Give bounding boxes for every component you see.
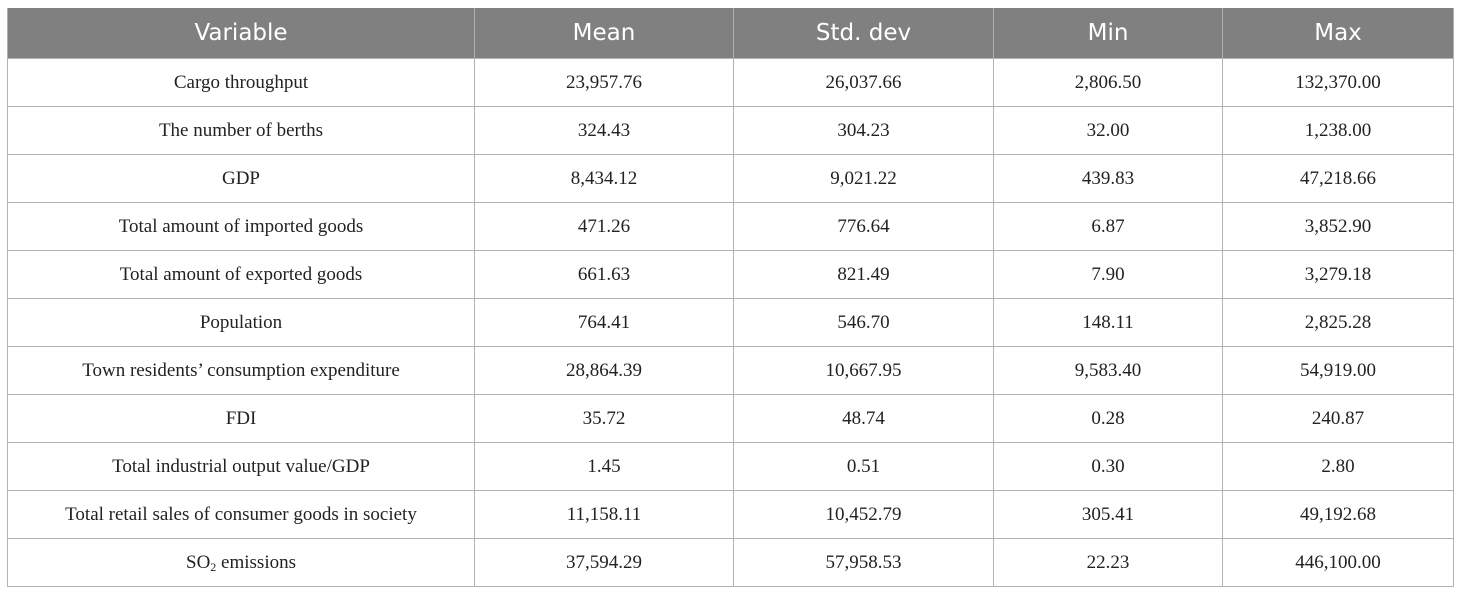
cell-mean: 11,158.11 <box>474 490 734 539</box>
cell-mean: 764.41 <box>474 298 734 347</box>
header-variable: Variable <box>7 8 475 59</box>
table-row: SO2 emissions 37,594.29 57,958.53 22.23 … <box>7 538 1454 587</box>
cell-max: 240.87 <box>1222 394 1454 443</box>
cell-variable: The number of berths <box>7 106 475 155</box>
cell-mean: 23,957.76 <box>474 58 734 107</box>
cell-variable: Total amount of exported goods <box>7 250 475 299</box>
header-min: Min <box>993 8 1223 59</box>
table-row: Population 764.41 546.70 148.11 2,825.28 <box>7 298 1454 347</box>
table-row: Total amount of imported goods 471.26 77… <box>7 202 1454 251</box>
cell-std-dev: 9,021.22 <box>733 154 994 203</box>
table-row: FDI 35.72 48.74 0.28 240.87 <box>7 394 1454 443</box>
table-header: Variable Mean Std. dev Min Max <box>7 8 1454 59</box>
cell-std-dev: 10,667.95 <box>733 346 994 395</box>
table-row: Total amount of exported goods 661.63 82… <box>7 250 1454 299</box>
cell-max: 49,192.68 <box>1222 490 1454 539</box>
cell-mean: 471.26 <box>474 202 734 251</box>
cell-max: 132,370.00 <box>1222 58 1454 107</box>
cell-std-dev: 776.64 <box>733 202 994 251</box>
table-row: Total retail sales of consumer goods in … <box>7 490 1454 539</box>
cell-std-dev: 57,958.53 <box>733 538 994 587</box>
cell-min: 7.90 <box>993 250 1223 299</box>
cell-variable: Cargo throughput <box>7 58 475 107</box>
cell-std-dev: 26,037.66 <box>733 58 994 107</box>
cell-min: 22.23 <box>993 538 1223 587</box>
cell-std-dev: 546.70 <box>733 298 994 347</box>
cell-mean: 37,594.29 <box>474 538 734 587</box>
variable-suffix: emissions <box>216 551 296 573</box>
cell-min: 32.00 <box>993 106 1223 155</box>
cell-max: 446,100.00 <box>1222 538 1454 587</box>
cell-mean: 1.45 <box>474 442 734 491</box>
cell-max: 47,218.66 <box>1222 154 1454 203</box>
cell-mean: 8,434.12 <box>474 154 734 203</box>
cell-min: 6.87 <box>993 202 1223 251</box>
cell-variable: FDI <box>7 394 475 443</box>
table-row: Town residents’ consumption expenditure … <box>7 346 1454 395</box>
cell-std-dev: 0.51 <box>733 442 994 491</box>
cell-variable: Population <box>7 298 475 347</box>
cell-variable: SO2 emissions <box>7 538 475 587</box>
cell-max: 3,279.18 <box>1222 250 1454 299</box>
cell-min: 9,583.40 <box>993 346 1223 395</box>
cell-std-dev: 304.23 <box>733 106 994 155</box>
cell-min: 0.30 <box>993 442 1223 491</box>
header-max: Max <box>1222 8 1454 59</box>
table-body: Cargo throughput 23,957.76 26,037.66 2,8… <box>7 58 1454 587</box>
cell-variable: Town residents’ consumption expenditure <box>7 346 475 395</box>
cell-min: 148.11 <box>993 298 1223 347</box>
cell-mean: 28,864.39 <box>474 346 734 395</box>
cell-max: 1,238.00 <box>1222 106 1454 155</box>
descriptive-statistics-table: Variable Mean Std. dev Min Max Cargo thr… <box>7 8 1454 587</box>
header-std-dev: Std. dev <box>733 8 994 59</box>
cell-std-dev: 48.74 <box>733 394 994 443</box>
cell-mean: 35.72 <box>474 394 734 443</box>
variable-subscript: 2 <box>210 559 217 574</box>
cell-min: 439.83 <box>993 154 1223 203</box>
cell-std-dev: 10,452.79 <box>733 490 994 539</box>
cell-min: 305.41 <box>993 490 1223 539</box>
table-row: The number of berths 324.43 304.23 32.00… <box>7 106 1454 155</box>
cell-max: 3,852.90 <box>1222 202 1454 251</box>
cell-variable: Total industrial output value/GDP <box>7 442 475 491</box>
cell-min: 0.28 <box>993 394 1223 443</box>
header-mean: Mean <box>474 8 734 59</box>
header-row: Variable Mean Std. dev Min Max <box>7 8 1454 59</box>
table-row: Total industrial output value/GDP 1.45 0… <box>7 442 1454 491</box>
cell-mean: 324.43 <box>474 106 734 155</box>
cell-variable: Total amount of imported goods <box>7 202 475 251</box>
cell-max: 2.80 <box>1222 442 1454 491</box>
cell-variable: GDP <box>7 154 475 203</box>
cell-variable: Total retail sales of consumer goods in … <box>7 490 475 539</box>
cell-min: 2,806.50 <box>993 58 1223 107</box>
table-row: Cargo throughput 23,957.76 26,037.66 2,8… <box>7 58 1454 107</box>
cell-max: 54,919.00 <box>1222 346 1454 395</box>
cell-mean: 661.63 <box>474 250 734 299</box>
cell-max: 2,825.28 <box>1222 298 1454 347</box>
cell-std-dev: 821.49 <box>733 250 994 299</box>
table-row: GDP 8,434.12 9,021.22 439.83 47,218.66 <box>7 154 1454 203</box>
variable-prefix: SO <box>186 551 211 573</box>
